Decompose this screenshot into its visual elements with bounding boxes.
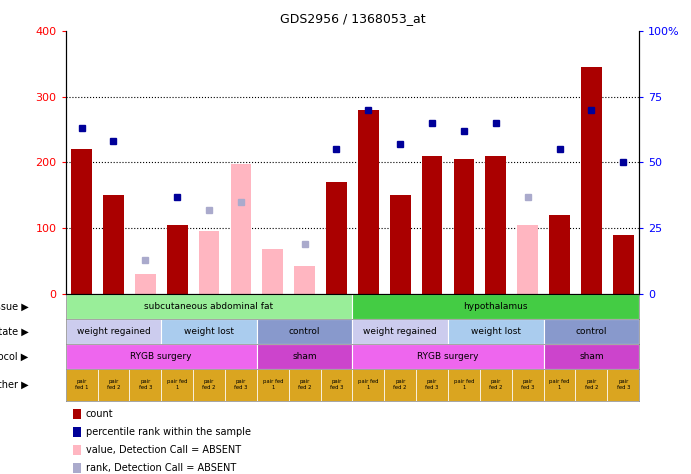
Bar xyxy=(129,369,161,401)
Bar xyxy=(66,294,352,319)
Text: rank, Detection Call = ABSENT: rank, Detection Call = ABSENT xyxy=(86,463,236,473)
Bar xyxy=(321,369,352,401)
Text: control: control xyxy=(289,327,321,336)
Bar xyxy=(66,369,97,401)
Bar xyxy=(161,319,257,344)
Text: pair
fed 3: pair fed 3 xyxy=(521,380,534,390)
Bar xyxy=(193,369,225,401)
Bar xyxy=(263,249,283,294)
Text: pair
fed 3: pair fed 3 xyxy=(616,380,630,390)
Text: sham: sham xyxy=(579,352,604,361)
Text: pair
fed 3: pair fed 3 xyxy=(139,380,152,390)
Bar xyxy=(71,149,92,294)
Bar xyxy=(352,319,448,344)
Text: pair fed
1: pair fed 1 xyxy=(454,380,474,390)
Bar xyxy=(231,164,252,294)
Bar xyxy=(613,235,634,294)
Text: tissue ▶: tissue ▶ xyxy=(0,301,28,311)
Bar xyxy=(326,182,347,294)
Bar xyxy=(448,319,544,344)
Bar xyxy=(352,294,639,319)
Bar xyxy=(384,369,416,401)
Bar xyxy=(453,159,474,294)
Text: pair
fed 2: pair fed 2 xyxy=(298,380,312,390)
Text: hypothalamus: hypothalamus xyxy=(464,302,528,311)
Bar xyxy=(544,319,639,344)
Bar xyxy=(161,369,193,401)
Text: pair
fed 3: pair fed 3 xyxy=(426,380,439,390)
Bar xyxy=(581,67,602,294)
Bar xyxy=(225,369,257,401)
Bar xyxy=(518,225,538,294)
Text: RYGB surgery: RYGB surgery xyxy=(417,352,479,361)
Bar xyxy=(544,344,639,369)
Bar xyxy=(352,369,384,401)
Bar xyxy=(66,344,257,369)
Text: disease state ▶: disease state ▶ xyxy=(0,327,28,337)
Bar xyxy=(486,156,506,294)
Bar xyxy=(544,369,576,401)
Bar xyxy=(135,274,155,294)
Bar xyxy=(167,225,187,294)
Text: value, Detection Call = ABSENT: value, Detection Call = ABSENT xyxy=(86,445,240,455)
Text: weight lost: weight lost xyxy=(471,327,521,336)
Text: pair
fed 2: pair fed 2 xyxy=(106,380,120,390)
Text: count: count xyxy=(86,409,113,419)
Bar xyxy=(416,369,448,401)
Text: pair
fed 2: pair fed 2 xyxy=(585,380,598,390)
Bar xyxy=(358,110,379,294)
Text: RYGB surgery: RYGB surgery xyxy=(131,352,192,361)
Bar xyxy=(289,369,321,401)
Bar xyxy=(576,369,607,401)
Bar xyxy=(103,195,124,294)
Text: pair
fed 3: pair fed 3 xyxy=(234,380,247,390)
Bar xyxy=(294,266,315,294)
Bar xyxy=(199,231,219,294)
Text: subcutaneous abdominal fat: subcutaneous abdominal fat xyxy=(144,302,274,311)
Text: sham: sham xyxy=(292,352,317,361)
Text: weight regained: weight regained xyxy=(363,327,437,336)
Text: other ▶: other ▶ xyxy=(0,380,28,390)
Text: pair
fed 1: pair fed 1 xyxy=(75,380,88,390)
Bar xyxy=(448,369,480,401)
Bar xyxy=(607,369,639,401)
Text: pair
fed 2: pair fed 2 xyxy=(393,380,407,390)
Text: protocol ▶: protocol ▶ xyxy=(0,352,28,362)
Bar xyxy=(480,369,512,401)
Text: weight lost: weight lost xyxy=(184,327,234,336)
Bar xyxy=(257,369,289,401)
Bar xyxy=(66,319,161,344)
Text: pair
fed 2: pair fed 2 xyxy=(489,380,502,390)
Bar xyxy=(390,195,410,294)
Text: GDS2956 / 1368053_at: GDS2956 / 1368053_at xyxy=(280,12,425,25)
Text: pair
fed 3: pair fed 3 xyxy=(330,380,343,390)
Text: pair fed
1: pair fed 1 xyxy=(549,380,570,390)
Text: control: control xyxy=(576,327,607,336)
Text: percentile rank within the sample: percentile rank within the sample xyxy=(86,427,251,437)
Text: pair fed
1: pair fed 1 xyxy=(263,380,283,390)
Bar xyxy=(257,344,352,369)
Bar xyxy=(352,344,544,369)
Bar xyxy=(512,369,544,401)
Text: weight regained: weight regained xyxy=(77,327,151,336)
Text: pair fed
1: pair fed 1 xyxy=(358,380,379,390)
Bar xyxy=(422,156,442,294)
Bar xyxy=(97,369,129,401)
Bar xyxy=(257,319,352,344)
Text: pair
fed 2: pair fed 2 xyxy=(202,380,216,390)
Bar xyxy=(549,215,570,294)
Text: pair fed
1: pair fed 1 xyxy=(167,380,187,390)
